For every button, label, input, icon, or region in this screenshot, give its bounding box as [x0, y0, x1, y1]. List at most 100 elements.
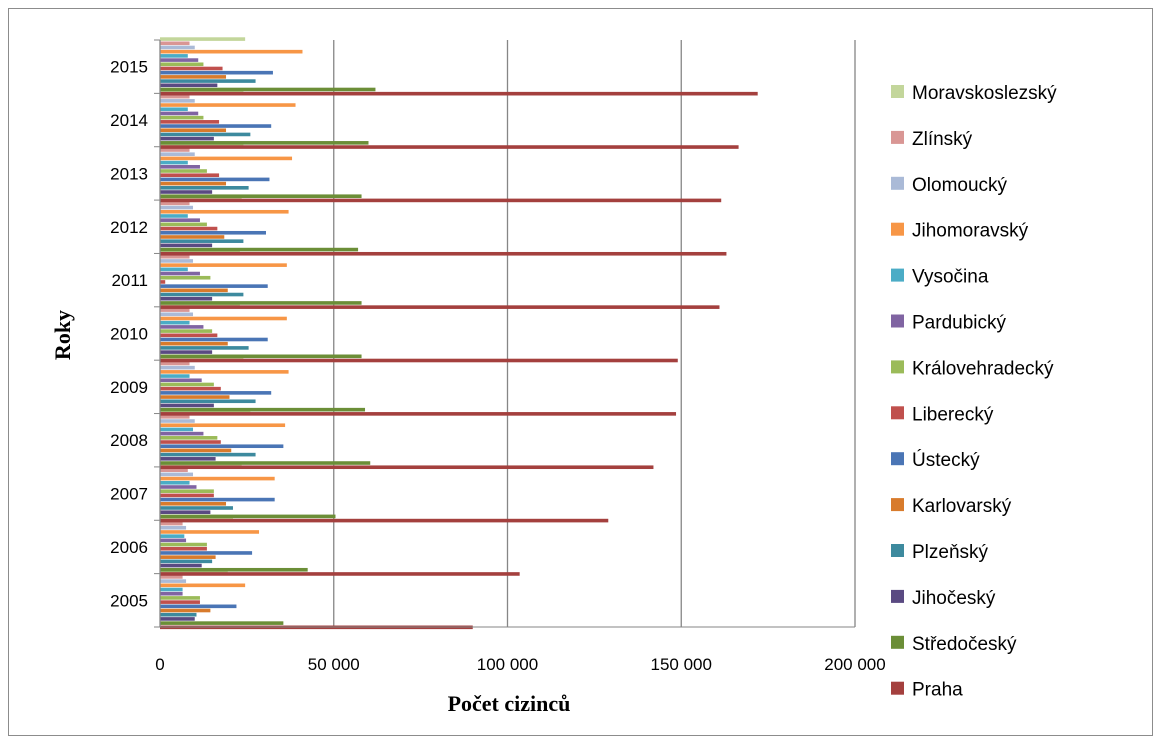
bar	[160, 37, 246, 41]
bar	[160, 201, 190, 206]
legend-swatch	[891, 268, 904, 282]
gridlines	[333, 40, 856, 627]
bar	[160, 546, 207, 551]
x-tick-labels: 0 50 000 100 000 150 000 200 000	[155, 655, 885, 674]
bar	[160, 124, 272, 128]
legend-label: Moravskoslezský	[912, 83, 1057, 104]
y-tick-labels: 2005 2006 2007 2008 2009 2010 2011 2012 2013 2014…	[110, 58, 148, 611]
bar	[160, 54, 188, 58]
legend-label: Praha	[912, 680, 963, 701]
x-axis-title: Počet cizinců	[448, 691, 571, 716]
bar	[160, 521, 183, 526]
bar	[160, 612, 197, 617]
bar	[160, 412, 677, 416]
bar	[160, 440, 221, 444]
bar	[160, 350, 213, 354]
y-tick-label: 2006	[110, 538, 148, 557]
legend-label: Ústecký	[912, 449, 980, 471]
bar	[160, 79, 256, 83]
x-tick-label: 150 000	[651, 655, 712, 674]
bar	[160, 431, 204, 436]
bar	[160, 341, 228, 346]
bar	[160, 604, 237, 609]
bar	[160, 141, 369, 145]
bar	[160, 382, 214, 387]
bar	[160, 452, 256, 457]
bar	[160, 66, 223, 71]
bar	[160, 165, 200, 169]
legend-label: Středočeský	[912, 634, 1017, 655]
bar	[160, 329, 213, 333]
legend-label: Zlínský	[912, 129, 973, 150]
bar	[160, 177, 270, 182]
bar	[160, 271, 200, 276]
bar	[160, 551, 253, 555]
legend-label: Olomoucký	[912, 175, 1008, 196]
legend-swatch	[891, 130, 904, 144]
bar	[160, 579, 187, 583]
bar	[160, 218, 200, 222]
bar	[160, 148, 190, 152]
bar	[160, 49, 303, 54]
legend-swatch	[891, 406, 904, 420]
bar	[160, 525, 187, 530]
bar	[160, 378, 202, 383]
bar	[160, 75, 227, 79]
axes	[154, 39, 855, 628]
y-tick-label: 2010	[110, 325, 148, 344]
bar	[160, 239, 244, 243]
bar	[160, 308, 190, 312]
bar	[160, 316, 287, 321]
bar	[160, 346, 249, 350]
bar	[160, 156, 293, 161]
bar	[160, 485, 197, 489]
legend-label: Karlovarský	[912, 496, 1012, 517]
bar	[160, 288, 228, 293]
bar	[160, 91, 758, 96]
legend-swatch	[891, 452, 904, 466]
bar	[160, 132, 251, 137]
bar	[160, 292, 244, 297]
bar	[160, 87, 376, 92]
y-tick-label: 2013	[110, 164, 148, 183]
bar	[160, 194, 362, 199]
bar	[160, 361, 190, 366]
bar	[160, 259, 194, 263]
bar	[160, 45, 195, 50]
bar	[160, 169, 207, 173]
bar	[160, 386, 221, 391]
x-tick-label: 100 000	[477, 655, 538, 674]
bar	[160, 275, 211, 280]
legend-swatch	[891, 314, 904, 328]
bar	[160, 534, 185, 538]
legend-swatch	[891, 635, 904, 649]
y-tick-label: 2007	[110, 485, 148, 504]
bar	[160, 58, 199, 62]
bar	[160, 514, 336, 519]
bar	[160, 600, 200, 604]
bar	[160, 94, 190, 99]
y-axis-title: Roky	[50, 310, 75, 360]
legend-label: Královehradecký	[912, 358, 1054, 379]
bar	[160, 296, 213, 301]
bar	[160, 230, 266, 235]
bar	[160, 205, 194, 210]
legend-swatch	[891, 360, 904, 374]
bar	[160, 583, 246, 588]
bar	[160, 542, 207, 547]
bar	[160, 254, 190, 259]
bar	[160, 136, 214, 141]
bar	[160, 457, 216, 461]
legend-swatch	[891, 222, 904, 236]
bar	[160, 448, 232, 453]
bar	[160, 587, 183, 592]
bar	[160, 501, 227, 506]
bar	[160, 312, 194, 317]
bar	[160, 41, 190, 46]
bar	[160, 120, 220, 124]
legend-swatch	[891, 85, 904, 98]
y-tick-label: 2008	[110, 431, 148, 450]
bar	[160, 354, 362, 359]
y-tick-label: 2009	[110, 378, 148, 397]
bar	[160, 591, 183, 596]
